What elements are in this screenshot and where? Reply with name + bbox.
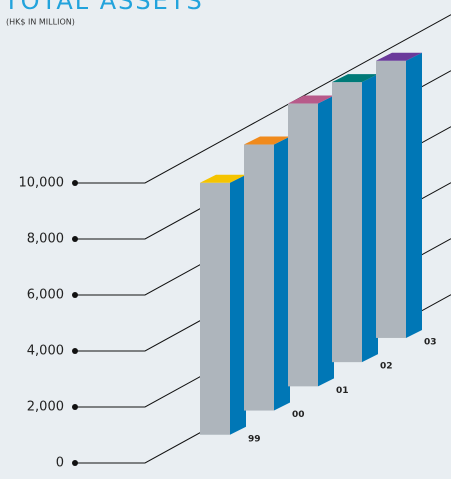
y-tick-label: 4,000 — [27, 344, 64, 359]
bar-top — [244, 136, 290, 145]
bar-front — [200, 182, 230, 435]
chart-subtitle: (HK$ IN MILLION) — [6, 18, 75, 27]
bar-side — [274, 136, 290, 411]
bar-front — [332, 82, 362, 363]
x-tick-label: 01 — [336, 386, 349, 396]
y-tick-label: 6,000 — [27, 288, 64, 303]
bar-side — [362, 74, 378, 363]
x-tick-label: 99 — [248, 434, 261, 444]
tick-line — [75, 14, 451, 184]
bar-front — [288, 103, 318, 387]
bar-side — [406, 52, 422, 338]
bar-top — [288, 95, 334, 104]
x-tick-label: 03 — [424, 337, 437, 347]
y-tick-label: 2,000 — [27, 400, 64, 415]
y-tick-label: 0 — [56, 456, 64, 471]
bar-side — [318, 95, 334, 387]
bar-side — [230, 174, 246, 435]
bar-top — [376, 52, 422, 61]
x-tick-label: 02 — [380, 362, 393, 372]
y-tick-label: 8,000 — [27, 232, 64, 247]
y-tick-label: 10,000 — [19, 176, 65, 191]
x-tick-label: 00 — [292, 410, 305, 420]
bar-front — [244, 144, 274, 411]
chart-title: TOTAL ASSETS — [3, 0, 204, 15]
bar-top — [200, 174, 246, 183]
bar-front — [376, 60, 406, 338]
bar-top — [332, 74, 378, 83]
